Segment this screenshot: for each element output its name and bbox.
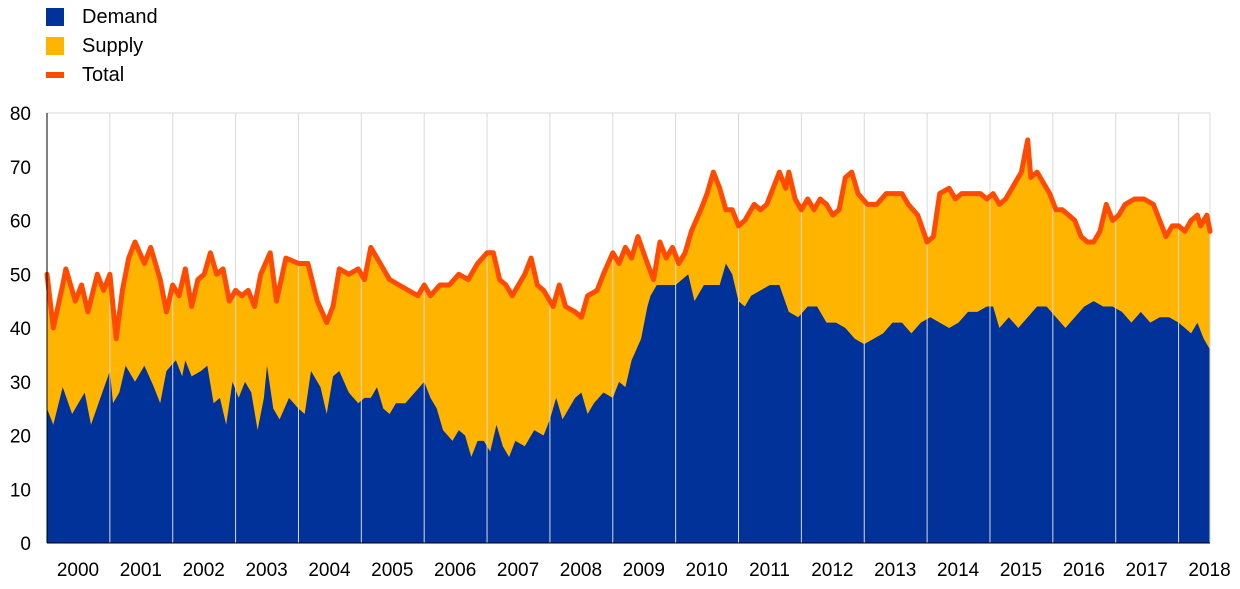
y-tick-label: 30 <box>10 373 31 394</box>
x-tick-label: 2003 <box>245 560 287 581</box>
legend-swatch-demand <box>46 7 64 26</box>
legend-label-supply: Supply <box>82 34 144 57</box>
y-tick-label: 70 <box>10 158 31 179</box>
y-tick-label: 20 <box>10 427 31 448</box>
x-tick-label: 2001 <box>120 560 162 581</box>
x-tick-label: 2018 <box>1188 560 1230 581</box>
x-tick-label: 2008 <box>560 560 602 581</box>
x-tick-label: 2002 <box>183 560 225 581</box>
y-tick-label: 40 <box>10 319 31 340</box>
legend-label-total: Total <box>82 63 125 86</box>
y-tick-label: 0 <box>20 534 31 555</box>
x-tick-label: 2013 <box>874 560 916 581</box>
total-line <box>44 137 1213 342</box>
x-tick-label: 2015 <box>1000 560 1042 581</box>
x-tick-label: 2007 <box>497 560 539 581</box>
x-tick-label: 2004 <box>308 560 351 581</box>
x-tick-label: 2006 <box>434 560 476 581</box>
x-tick-label: 2011 <box>749 560 790 581</box>
y-tick-label: 50 <box>10 265 31 286</box>
y-tick-label: 80 <box>10 104 31 125</box>
x-tick-label: 2016 <box>1063 560 1105 581</box>
y-tick-label: 10 <box>10 480 31 501</box>
legend-label-demand: Demand <box>82 5 158 28</box>
y-tick-label: 60 <box>10 212 31 233</box>
legend-item-total: Total <box>46 60 158 89</box>
x-tick-label: 2017 <box>1126 560 1168 581</box>
x-tick-label: 2005 <box>371 560 413 581</box>
legend-item-supply: Supply <box>46 31 158 60</box>
chart-legend: Demand Supply Total <box>46 2 158 89</box>
legend-item-demand: Demand <box>46 2 158 31</box>
legend-swatch-total <box>46 71 64 78</box>
x-tick-label: 2000 <box>57 560 99 581</box>
x-tick-label: 2010 <box>686 560 728 581</box>
x-tick-label: 2012 <box>811 560 853 581</box>
demand-area <box>47 263 1210 543</box>
x-tick-label: 2009 <box>623 560 665 581</box>
legend-swatch-supply <box>46 36 64 55</box>
x-tick-label: 2014 <box>937 560 980 581</box>
